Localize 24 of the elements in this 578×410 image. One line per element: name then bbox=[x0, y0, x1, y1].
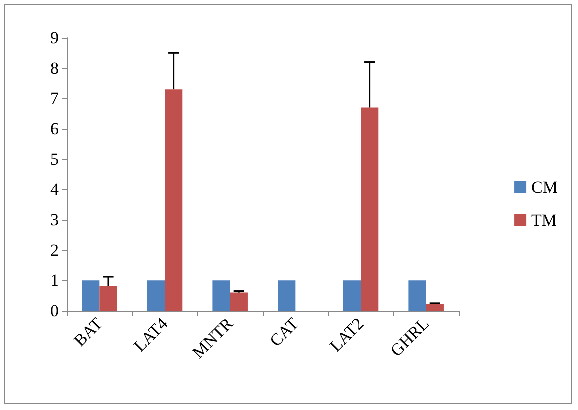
bar bbox=[230, 292, 248, 311]
bar bbox=[212, 280, 230, 311]
legend-label: TM bbox=[532, 211, 558, 230]
y-tick-label: 3 bbox=[50, 210, 59, 230]
y-tick-label: 9 bbox=[50, 28, 59, 48]
y-tick-label: 7 bbox=[50, 89, 60, 108]
bar bbox=[361, 108, 379, 311]
bar bbox=[100, 286, 118, 311]
y-tick-label: 0 bbox=[50, 302, 59, 320]
bar bbox=[408, 280, 426, 311]
y-tick-label: 6 bbox=[50, 120, 59, 138]
legend-label: CM bbox=[532, 178, 558, 197]
y-tick-label: 1 bbox=[50, 271, 59, 290]
x-tick-label: CAT bbox=[266, 314, 303, 350]
bar bbox=[82, 280, 100, 311]
bar bbox=[343, 280, 361, 311]
y-tick-label: 4 bbox=[50, 180, 60, 200]
bar bbox=[426, 304, 444, 311]
y-tick-label: 8 bbox=[50, 58, 59, 78]
bar bbox=[147, 280, 165, 311]
bar bbox=[278, 280, 296, 311]
y-tick-label: 5 bbox=[50, 150, 59, 169]
y-tick-label: 2 bbox=[50, 240, 59, 260]
bar bbox=[165, 90, 183, 311]
